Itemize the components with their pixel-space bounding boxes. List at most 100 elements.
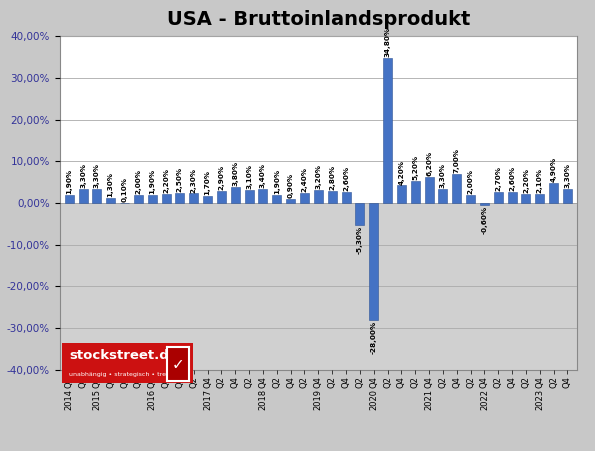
Text: 1,90%: 1,90% (274, 169, 280, 194)
Bar (60, 36, 577, 203)
Text: ✓: ✓ (171, 357, 184, 372)
Bar (273, 195, 281, 203)
Text: Q2: Q2 (245, 376, 253, 388)
Bar (452, 174, 461, 203)
Bar (397, 185, 406, 203)
Text: Q4: Q4 (258, 376, 268, 388)
Text: 2,40%: 2,40% (302, 167, 308, 192)
Text: Q2: Q2 (189, 376, 198, 388)
Text: 2021: 2021 (425, 389, 434, 410)
Text: 0,90%: 0,90% (287, 173, 294, 198)
Text: 3,40%: 3,40% (260, 163, 266, 188)
Bar (521, 194, 530, 203)
Text: Q2: Q2 (439, 376, 447, 388)
Text: 7,00%: 7,00% (454, 148, 460, 173)
Text: 3,30%: 3,30% (94, 163, 100, 189)
Text: 4,20%: 4,20% (399, 160, 405, 184)
Text: 5,20%: 5,20% (412, 155, 418, 180)
Bar (439, 189, 447, 203)
Text: 34,80%: 34,80% (384, 27, 390, 57)
Text: 2015: 2015 (92, 389, 101, 410)
Text: 1,70%: 1,70% (205, 170, 211, 195)
Bar (369, 203, 378, 320)
Text: Q2: Q2 (494, 376, 503, 388)
Text: Q2: Q2 (411, 376, 419, 388)
Text: Q4: Q4 (231, 376, 240, 388)
Bar (134, 195, 143, 203)
Text: Q4: Q4 (508, 376, 516, 388)
Text: Q4: Q4 (176, 376, 184, 388)
Text: 0,10%: 0,10% (121, 177, 127, 202)
Text: Q2: Q2 (134, 376, 143, 388)
Text: 2,00%: 2,00% (136, 169, 142, 194)
Text: -28,00%: -28,00% (371, 321, 377, 354)
Bar (148, 195, 156, 203)
Text: 2014: 2014 (65, 389, 74, 410)
Bar (411, 181, 419, 203)
Text: Q4: Q4 (536, 376, 544, 388)
Text: Q4: Q4 (452, 376, 461, 388)
Bar (107, 198, 115, 203)
Text: Q4: Q4 (65, 376, 74, 388)
Text: 2,10%: 2,10% (537, 168, 543, 193)
Bar (549, 183, 558, 203)
Text: 2,20%: 2,20% (163, 168, 169, 193)
Bar (563, 189, 572, 203)
Text: Q2: Q2 (355, 376, 364, 388)
Text: 2019: 2019 (314, 389, 323, 410)
Bar (508, 192, 516, 203)
Text: Q4: Q4 (425, 376, 434, 388)
Bar (60, 203, 577, 370)
Text: 2,60%: 2,60% (343, 166, 349, 191)
Text: -0,60%: -0,60% (481, 206, 487, 235)
Bar (342, 192, 350, 203)
Bar (314, 189, 323, 203)
Bar (425, 177, 434, 203)
Text: 3,30%: 3,30% (565, 163, 571, 189)
Text: 2,60%: 2,60% (509, 166, 515, 191)
Text: 2017: 2017 (203, 389, 212, 410)
Bar (92, 189, 101, 203)
Text: 4,90%: 4,90% (550, 156, 556, 182)
Text: 2,70%: 2,70% (495, 166, 501, 191)
Text: 2022: 2022 (480, 389, 489, 410)
Text: Q2: Q2 (107, 376, 115, 388)
Text: -5,30%: -5,30% (357, 226, 363, 254)
Text: Q2: Q2 (79, 376, 87, 388)
Text: Q4: Q4 (120, 376, 129, 388)
Text: Q2: Q2 (328, 376, 337, 388)
Bar (286, 199, 295, 203)
Bar (494, 192, 503, 203)
Bar (79, 189, 87, 203)
Text: 2020: 2020 (369, 389, 378, 410)
Text: Q2: Q2 (549, 376, 558, 388)
Bar (355, 203, 364, 225)
Bar (217, 191, 226, 203)
Text: Q2: Q2 (521, 376, 530, 388)
Text: stockstreet.de: stockstreet.de (69, 349, 178, 362)
Text: Q2: Q2 (300, 376, 309, 388)
Text: Q4: Q4 (314, 376, 323, 388)
Text: 3,30%: 3,30% (440, 163, 446, 189)
Text: Q4: Q4 (397, 376, 406, 388)
Bar (383, 58, 392, 203)
Text: Q4: Q4 (369, 376, 378, 388)
Bar (65, 195, 74, 203)
Text: 1,90%: 1,90% (149, 169, 155, 194)
Bar (300, 193, 309, 203)
Text: 2018: 2018 (258, 389, 268, 410)
Text: Q4: Q4 (563, 376, 572, 388)
Bar (536, 194, 544, 203)
Text: 2,80%: 2,80% (329, 166, 335, 190)
Text: 6,20%: 6,20% (426, 151, 432, 176)
Text: Q4: Q4 (92, 376, 101, 388)
Bar (328, 191, 337, 203)
Text: Q4: Q4 (286, 376, 295, 388)
Text: 1,30%: 1,30% (108, 172, 114, 197)
Text: 2,90%: 2,90% (218, 165, 224, 190)
Text: Q2: Q2 (273, 376, 281, 388)
Text: Q4: Q4 (480, 376, 489, 388)
Bar (466, 195, 475, 203)
Text: 2016: 2016 (148, 389, 156, 410)
Bar (480, 203, 489, 206)
